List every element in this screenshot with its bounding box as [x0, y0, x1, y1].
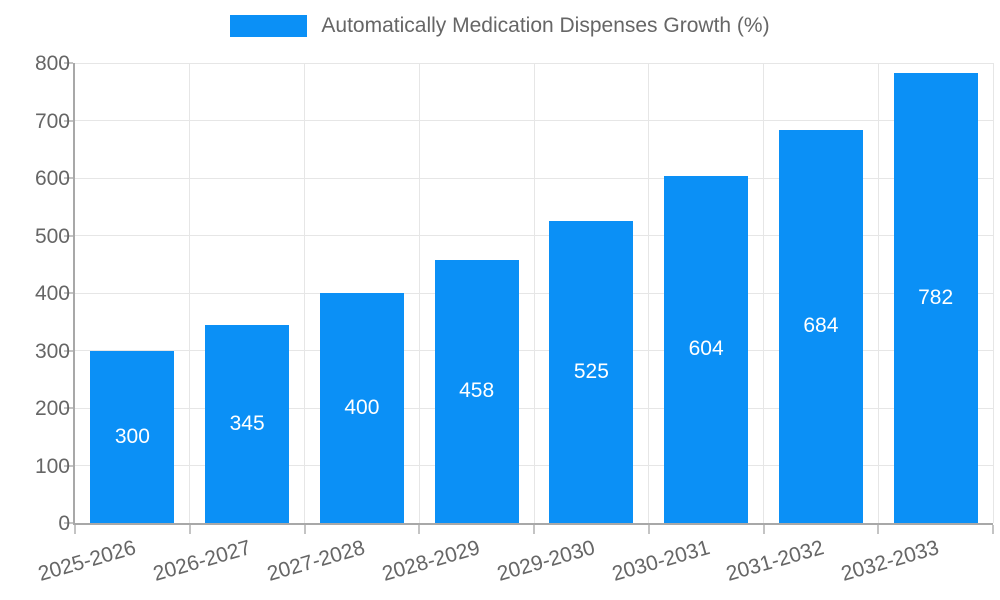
bar[interactable]: 525 — [549, 221, 634, 523]
vertical-gridline — [992, 63, 994, 523]
x-axis-tick — [992, 525, 994, 534]
bar-value-label: 400 — [344, 396, 380, 419]
x-axis-tick — [303, 525, 306, 534]
bar[interactable]: 684 — [778, 129, 863, 523]
y-axis-tick — [64, 62, 73, 64]
bar[interactable]: 782 — [893, 73, 978, 523]
x-tick-label: 2027-2028 — [265, 536, 368, 586]
y-tick-label: 600 — [34, 167, 70, 190]
bar-value-label: 782 — [918, 286, 954, 310]
y-axis-tick — [64, 464, 73, 467]
y-axis-line — [73, 63, 75, 523]
x-tick-label: 2026-2027 — [150, 536, 254, 586]
y-tick-label: 200 — [34, 397, 70, 420]
x-tick-label: 2028-2029 — [379, 536, 483, 586]
y-tick-label: 0 — [58, 512, 70, 535]
x-axis-tick — [533, 525, 535, 534]
x-tick-label: 2031-2032 — [724, 536, 827, 586]
x-tick-label: 2025-2026 — [35, 536, 139, 586]
vertical-gridline — [763, 63, 764, 523]
x-axis-tick — [647, 525, 650, 534]
bar[interactable]: 604 — [664, 175, 749, 523]
bar-value-label: 684 — [803, 314, 839, 338]
chart-legend[interactable]: Automatically Medication Dispenses Growt… — [0, 14, 1000, 38]
bar-value-label: 525 — [573, 360, 609, 384]
y-axis-tick — [64, 292, 73, 294]
y-tick-label: 400 — [34, 282, 70, 305]
x-axis-tick — [74, 525, 76, 534]
y-axis-tick — [64, 234, 73, 237]
y-axis-tick — [64, 349, 73, 352]
y-tick-label: 500 — [34, 224, 70, 248]
vertical-gridline — [418, 63, 420, 523]
y-tick-label: 100 — [34, 454, 70, 478]
y-tick-label: 300 — [34, 339, 70, 363]
bar-value-label: 458 — [459, 379, 495, 403]
x-axis-tick — [762, 525, 765, 534]
x-tick-label: 2029-2030 — [494, 536, 598, 586]
vertical-gridline — [877, 63, 879, 523]
legend-swatch — [230, 15, 308, 37]
y-axis-tick — [64, 177, 73, 179]
bar[interactable]: 400 — [319, 293, 404, 523]
vertical-gridline — [304, 63, 305, 523]
plot-area: 300 345 400 458 525 604 684 782 2025-2026 2026-20… — [36, 62, 994, 586]
bar[interactable]: 458 — [434, 259, 519, 523]
x-axis-tick — [877, 525, 880, 534]
bar-value-label: 300 — [114, 424, 150, 448]
bar-value-label: 604 — [688, 337, 724, 361]
x-tick-label: 2032-2033 — [838, 536, 942, 586]
y-axis-tick — [64, 119, 73, 122]
x-axis-line — [73, 523, 993, 525]
y-tick-label: 700 — [34, 109, 70, 133]
bar[interactable]: 345 — [205, 324, 290, 523]
y-axis-tick — [64, 522, 73, 524]
vertical-gridline — [533, 63, 535, 523]
x-tick-label: 2030-2031 — [609, 536, 713, 586]
legend-label: Automatically Medication Dispenses Growt… — [321, 14, 770, 37]
y-axis-tick — [64, 407, 73, 409]
bar[interactable]: 300 — [90, 350, 175, 523]
vertical-gridline — [648, 63, 650, 523]
x-axis-tick — [188, 525, 191, 534]
y-tick-label: 800 — [34, 52, 70, 75]
bar-value-label: 345 — [229, 411, 265, 435]
vertical-gridline — [189, 63, 191, 523]
x-axis-tick — [418, 525, 421, 534]
